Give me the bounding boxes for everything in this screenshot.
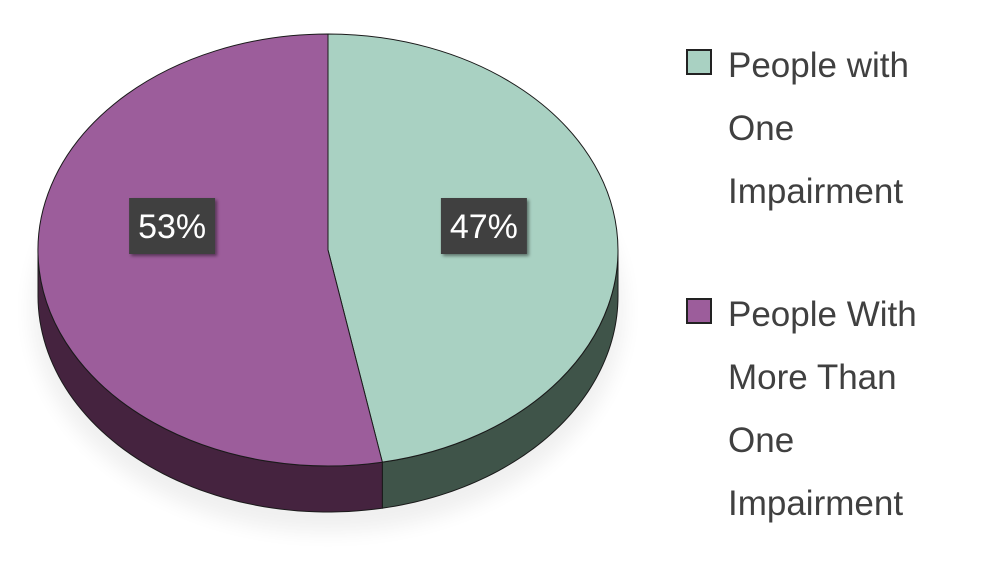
legend-line: One: [728, 109, 795, 148]
legend: People with One Impairment People With M…: [686, 34, 986, 535]
legend-line: Impairment: [728, 484, 904, 523]
legend-label-more-than-one-impairment: People With More Than One Impairment: [728, 283, 986, 535]
legend-swatch-more-than-one-impairment: [686, 298, 712, 324]
legend-line: People With: [728, 295, 917, 334]
legend-item-more-than-one-impairment: People With More Than One Impairment: [686, 283, 986, 535]
data-label-text: 53%: [138, 208, 206, 246]
data-label-text: 47%: [450, 208, 518, 246]
legend-line: One: [728, 421, 795, 460]
legend-line: Impairment: [728, 172, 904, 211]
legend-line: More Than: [728, 358, 897, 397]
pie-chart: 47% 53%: [32, 33, 624, 524]
legend-swatch-one-impairment: [686, 49, 712, 75]
data-label-box: [440, 198, 527, 254]
data-label-box: [129, 198, 216, 254]
legend-item-one-impairment: People with One Impairment: [686, 34, 986, 223]
data-label-1: 53%: [129, 198, 216, 254]
data-label-0: 47%: [440, 198, 527, 254]
legend-label-one-impairment: People with One Impairment: [728, 34, 986, 223]
legend-line: People with: [728, 46, 909, 85]
